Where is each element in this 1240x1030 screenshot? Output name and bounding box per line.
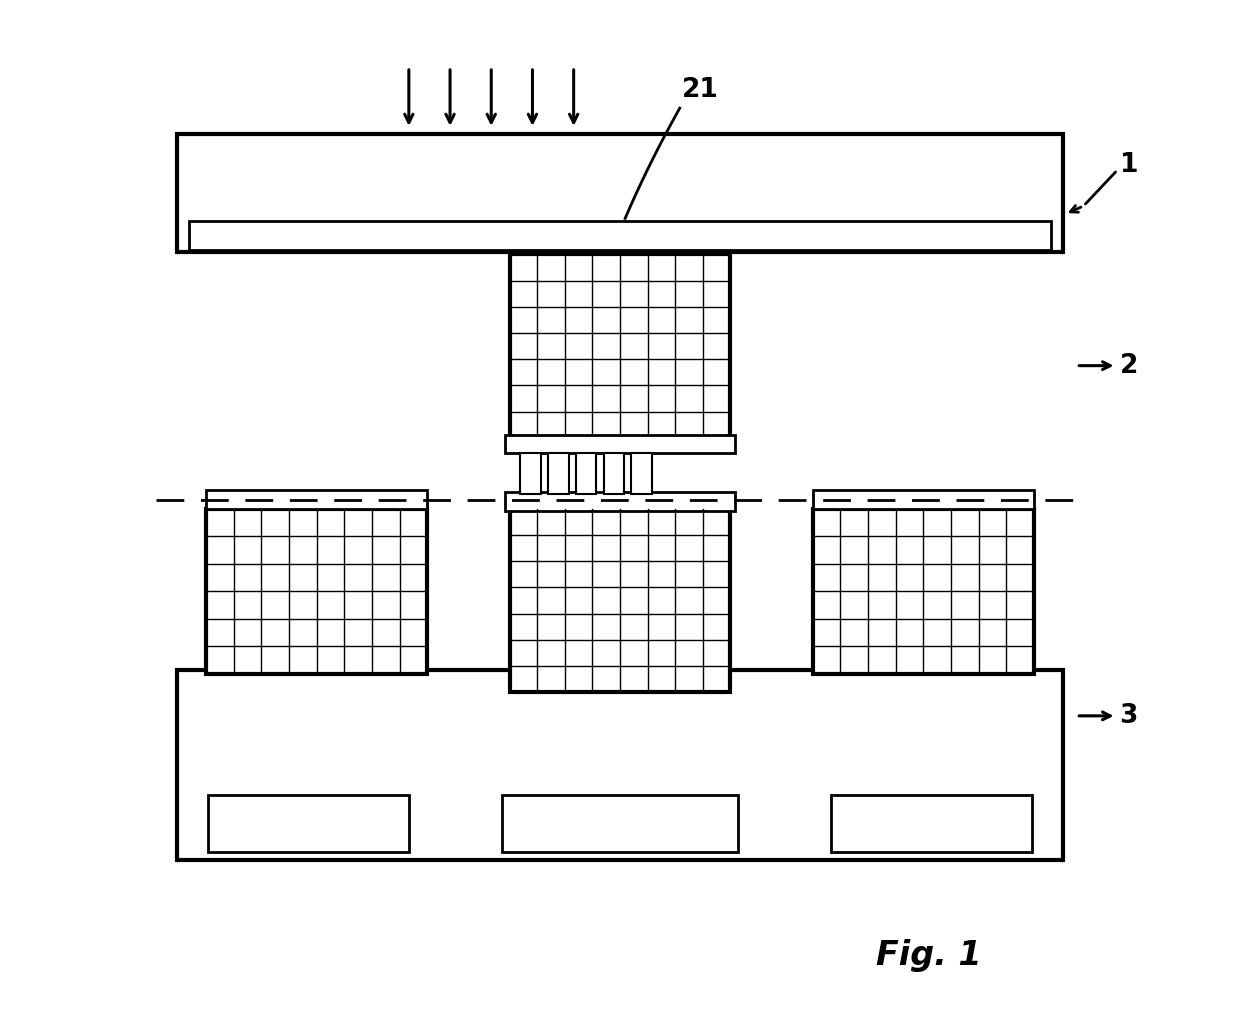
Bar [548, 453, 568, 494]
Bar [510, 509, 730, 692]
Text: 2: 2 [1120, 352, 1138, 379]
Bar [812, 509, 1034, 674]
Text: 3: 3 [1120, 702, 1138, 729]
Bar [812, 490, 1034, 509]
Bar [206, 490, 428, 509]
Bar [190, 221, 1050, 250]
Bar [604, 453, 624, 494]
Bar [206, 509, 428, 674]
Bar [177, 670, 1063, 860]
Text: 1: 1 [1120, 151, 1138, 178]
Bar [505, 492, 735, 511]
Bar [505, 435, 735, 453]
Bar [510, 254, 730, 438]
Bar [575, 453, 596, 494]
Bar [501, 795, 739, 852]
Text: Fig. 1: Fig. 1 [877, 939, 982, 972]
Text: 21: 21 [682, 77, 719, 103]
Bar [831, 795, 1032, 852]
Bar [631, 453, 652, 494]
Bar [520, 453, 541, 494]
Bar [208, 795, 409, 852]
Bar [177, 134, 1063, 252]
